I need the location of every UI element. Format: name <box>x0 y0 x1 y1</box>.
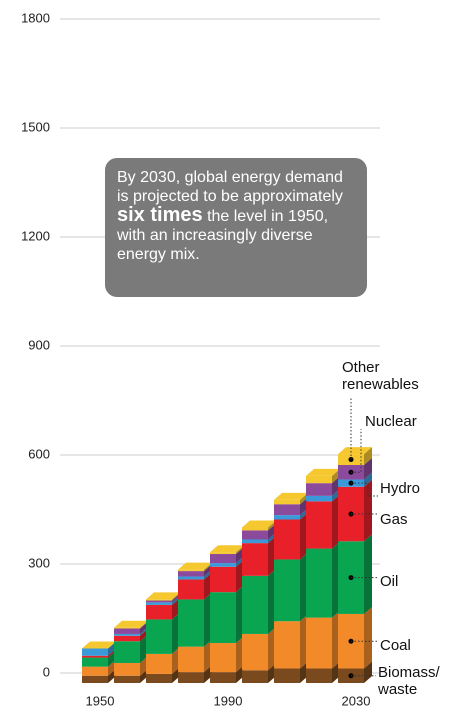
bar-segment <box>210 563 236 567</box>
bar-segment <box>178 579 204 600</box>
bar-segment <box>242 670 268 683</box>
bar-segment <box>210 592 236 644</box>
bar-top <box>82 641 116 649</box>
legend-label: Other renewables <box>342 359 419 393</box>
bar-segment <box>114 633 140 636</box>
bar-segment <box>146 600 172 603</box>
bar-top <box>210 545 244 553</box>
bar-segment <box>306 668 332 683</box>
bar-segment <box>242 527 268 531</box>
bar-segment <box>178 576 204 580</box>
bar-segment <box>242 575 268 634</box>
y-tick-label: 300 <box>28 555 50 570</box>
annotation: By 2030, global energy demand is project… <box>105 158 367 297</box>
annotation-text: the level in 1950, with an increasingly … <box>117 208 329 263</box>
bar-segment <box>114 641 140 664</box>
bar-segment <box>210 672 236 683</box>
bar-segment <box>82 657 108 667</box>
bar-top <box>306 468 340 476</box>
bar-top <box>178 562 212 570</box>
bar-top <box>114 620 148 628</box>
bar-segment <box>82 655 108 658</box>
bar-segment <box>274 559 300 622</box>
y-tick-label: 900 <box>28 337 50 352</box>
bar-segment <box>274 515 300 520</box>
bar-segment <box>114 627 140 629</box>
bar-segment <box>82 666 108 676</box>
bar-segment <box>274 668 300 683</box>
bar-segment <box>146 602 172 605</box>
legend-label: Hydro <box>380 480 421 497</box>
legend-label: Biomass/ waste <box>378 664 440 698</box>
bar-segment <box>306 495 332 502</box>
legend-leader <box>351 429 362 473</box>
bar-segment <box>242 530 268 540</box>
bar-segment <box>274 504 300 516</box>
bar-segment <box>146 653 172 674</box>
bar-side <box>364 661 372 683</box>
bar-segment <box>82 648 108 656</box>
bar-segment <box>306 483 332 496</box>
bar-segment <box>178 571 204 577</box>
bar-segment <box>178 672 204 683</box>
bar-top <box>274 492 308 500</box>
bar-segment <box>274 621 300 669</box>
y-tick-label: 600 <box>28 446 50 461</box>
bar-segment <box>210 554 236 564</box>
y-tick-label: 1800 <box>21 10 50 25</box>
legend-label: Coal <box>380 637 411 654</box>
annotation-text: By 2030, global energy demand is project… <box>117 169 343 205</box>
bar-segment <box>146 619 172 654</box>
bar-side <box>364 606 372 669</box>
bar-segment <box>242 633 268 671</box>
bar-top <box>338 447 372 455</box>
bar-segment <box>306 501 332 549</box>
bar-segment <box>178 646 204 673</box>
bar-segment <box>210 643 236 673</box>
x-tick-label: 1950 <box>86 693 115 708</box>
bar-side <box>364 447 372 465</box>
bar-side <box>364 534 372 614</box>
bar-top <box>146 592 180 600</box>
bar-segment <box>242 543 268 576</box>
x-tick-label: 2030 <box>342 693 371 708</box>
bar-segment <box>274 519 300 560</box>
bar-segment <box>178 599 204 647</box>
y-tick-label: 1500 <box>21 119 50 134</box>
bar-segment <box>114 675 140 683</box>
bar-segment <box>114 628 140 634</box>
legend-label: Gas <box>380 511 408 528</box>
bar-segment <box>178 569 204 572</box>
bar-segment <box>210 566 236 593</box>
legend-label: Nuclear <box>365 413 417 430</box>
bar-segment <box>274 499 300 505</box>
bar-segment <box>242 539 268 544</box>
bar-top <box>242 520 276 528</box>
legend-leader <box>351 482 378 497</box>
x-tick-label: 1990 <box>214 693 243 708</box>
bar-side <box>364 479 372 542</box>
bar-segment <box>114 635 140 642</box>
bar-segment <box>114 663 140 676</box>
bar-segment <box>146 599 172 601</box>
annotation-emphasis: six times <box>117 204 203 226</box>
bar-segment <box>146 673 172 683</box>
bar-side <box>364 458 372 480</box>
bar-segment <box>146 604 172 620</box>
bar-segment <box>82 675 108 683</box>
y-tick-label: 1200 <box>21 228 50 243</box>
legend-label: Oil <box>380 573 399 590</box>
bar-segment <box>306 617 332 669</box>
y-tick-label: 0 <box>43 664 50 679</box>
bar-segment <box>306 475 332 484</box>
bar-segment <box>210 552 236 555</box>
bar-segment <box>306 548 332 618</box>
